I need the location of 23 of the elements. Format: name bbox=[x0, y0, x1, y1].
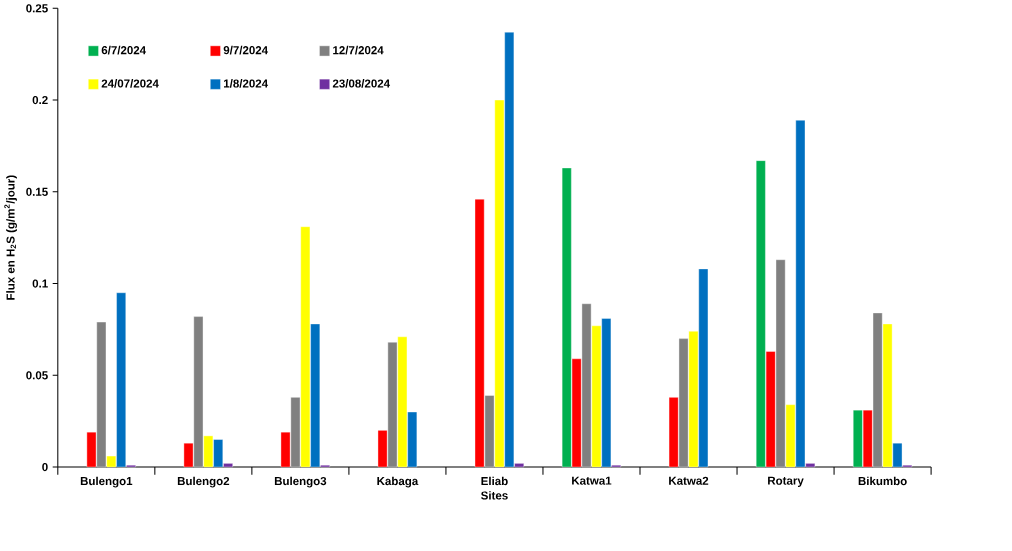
legend-label: 6/7/2024 bbox=[101, 45, 147, 55]
legend-label: 23/08/2024 bbox=[332, 78, 391, 88]
x-tick-label: Bulengo3 bbox=[274, 476, 327, 488]
x-tick-label: Bulengo2 bbox=[177, 476, 230, 488]
y-tick-label: 0.15 bbox=[26, 187, 48, 196]
y-tick-label: 0.1 bbox=[32, 279, 48, 288]
x-tick-label: Katwa2 bbox=[669, 476, 709, 485]
x-tick-label: Kabaga bbox=[377, 476, 419, 488]
x-axis-title: Sites bbox=[481, 490, 508, 500]
y-tick-label: 0.25 bbox=[26, 4, 48, 13]
legend-label: 9/7/2024 bbox=[223, 45, 269, 55]
y-tick-label: 0.2 bbox=[32, 95, 48, 104]
x-tick-label: Rotary bbox=[768, 476, 804, 487]
y-axis-title: Flux en H$_{2}$S (g/m$^{2}$/jour) bbox=[4, 175, 17, 300]
x-tick-label: Bikumbo bbox=[858, 476, 907, 485]
x-tick-label: Bulengo1 bbox=[80, 476, 133, 488]
legend-label: 1/8/2024 bbox=[224, 78, 269, 88]
x-tick-label: Katwa1 bbox=[572, 476, 612, 485]
legend-label: 24/07/2024 bbox=[101, 78, 159, 88]
x-tick-label: Eliab bbox=[481, 476, 508, 485]
y-tick-label: 0.05 bbox=[26, 371, 48, 380]
legend-label: 12/7/2024 bbox=[333, 45, 384, 55]
y-tick-label: 0 bbox=[42, 462, 48, 471]
